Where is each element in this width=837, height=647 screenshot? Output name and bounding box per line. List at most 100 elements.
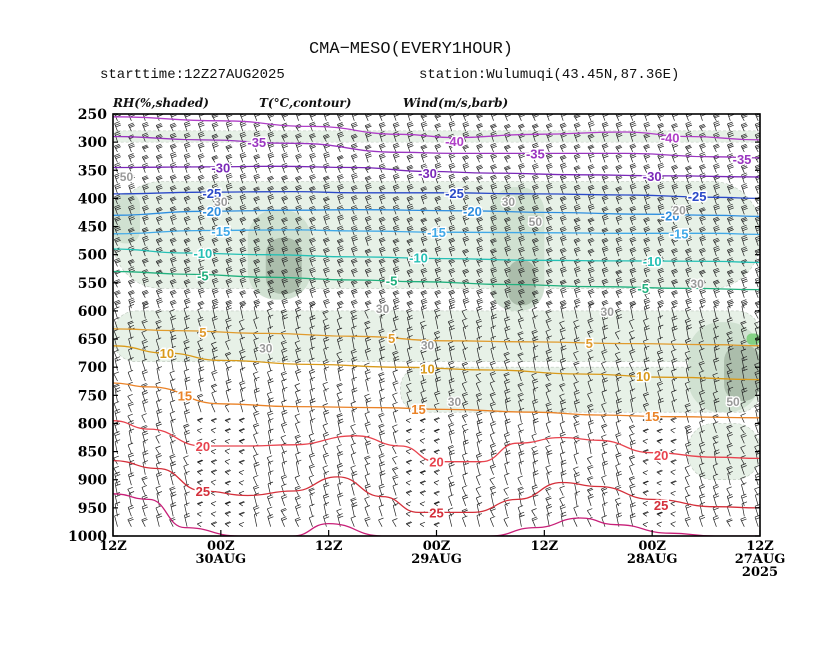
wind-barb — [699, 123, 706, 132]
wind-barb — [141, 476, 148, 486]
wind-barb — [504, 194, 511, 205]
wind-barb — [685, 121, 693, 132]
wind-barb — [252, 360, 260, 371]
rh-region — [687, 423, 760, 481]
wind-barb — [615, 470, 623, 486]
wind-barb — [308, 515, 315, 527]
wind-barb — [741, 224, 748, 236]
wind-barb — [642, 490, 649, 496]
wind-barb — [294, 485, 301, 496]
wind-barb — [268, 428, 274, 444]
wind-barb — [629, 152, 637, 163]
x-tick-label: 12Z — [99, 539, 127, 554]
wind-barb — [434, 133, 442, 142]
wind-barb — [518, 152, 525, 163]
wind-barb — [670, 427, 676, 434]
wind-barb — [712, 390, 719, 402]
wind-barb — [196, 427, 203, 434]
wind-barb — [336, 300, 344, 309]
wind-barb — [448, 245, 456, 257]
wind-barb — [699, 430, 705, 444]
wind-barb — [224, 417, 232, 423]
temperature-contour-layer — [113, 116, 760, 536]
wind-barb — [435, 314, 441, 329]
wind-barb — [114, 216, 121, 225]
wind-barb — [532, 386, 539, 402]
wind-barb — [169, 196, 177, 205]
wind-barb — [462, 154, 470, 163]
wind-barb — [657, 267, 665, 278]
wind-barb — [197, 279, 205, 288]
wind-barb — [504, 397, 511, 413]
wind-barb — [281, 483, 287, 496]
wind-barb — [337, 225, 344, 236]
wind-barb — [295, 369, 302, 382]
wind-barb — [141, 494, 148, 507]
wind-barb — [573, 184, 581, 194]
wind-barb — [698, 319, 705, 330]
wind-barb — [741, 276, 748, 288]
wind-barb — [364, 308, 370, 319]
wind-barb — [197, 417, 204, 423]
wind-barb — [740, 463, 747, 475]
wind-barb — [448, 268, 456, 278]
wind-barb — [490, 193, 498, 205]
wind-barb — [671, 123, 679, 132]
wind-barb — [281, 162, 289, 173]
wind-barb — [532, 152, 539, 163]
wind-barb — [601, 206, 609, 215]
wind-barb — [754, 154, 760, 163]
wind-barb — [615, 164, 623, 173]
rh-contour-label: 30 — [259, 342, 273, 356]
wind-barb — [239, 185, 247, 194]
wind-barb — [323, 502, 330, 517]
wind-barb — [462, 515, 468, 527]
wind-barb — [128, 142, 135, 153]
wind-barb — [462, 439, 469, 454]
wind-barb — [642, 470, 649, 476]
wind-barb — [517, 317, 525, 330]
wind-barb — [169, 114, 177, 121]
wind-barb — [712, 414, 719, 423]
wind-barb — [253, 173, 261, 184]
wind-barb — [587, 276, 595, 288]
wind-barb — [503, 351, 510, 361]
wind-barb — [517, 360, 524, 371]
wind-barb — [378, 388, 385, 402]
wind-barb — [518, 460, 525, 475]
wind-barb — [490, 123, 497, 132]
wind-barb — [518, 511, 525, 527]
y-axis: 2503003504004505005506006507007508008509… — [68, 107, 760, 545]
wind-barb — [169, 122, 177, 132]
wind-barb — [574, 287, 581, 298]
wind-barb — [532, 336, 539, 350]
wind-barb — [420, 258, 428, 267]
wind-barb — [684, 474, 691, 486]
wind-barb — [252, 371, 259, 382]
wind-barb — [643, 338, 649, 350]
wind-barb — [546, 132, 553, 142]
wind-barb — [226, 325, 232, 340]
wind-barb — [671, 325, 678, 340]
wind-barb — [336, 432, 343, 444]
wind-barb — [210, 427, 217, 434]
wind-barb — [643, 246, 651, 257]
wind-barb — [253, 512, 260, 527]
wind-barb — [587, 350, 593, 361]
wind-barb — [518, 256, 525, 267]
wind-barb — [336, 114, 344, 121]
wind-barb — [141, 504, 149, 517]
wind-barb — [685, 235, 693, 246]
wind-barb — [155, 485, 161, 496]
wind-barb — [712, 421, 719, 434]
wind-barb — [656, 490, 662, 496]
wind-barb — [448, 258, 456, 267]
wind-barb — [392, 142, 400, 153]
wind-barb — [670, 501, 676, 507]
wind-barb — [615, 246, 623, 257]
wind-barb — [671, 141, 679, 153]
wind-barb — [128, 303, 135, 319]
wind-barb — [546, 470, 552, 486]
wind-barb — [238, 480, 245, 486]
wind-barb — [169, 399, 176, 413]
